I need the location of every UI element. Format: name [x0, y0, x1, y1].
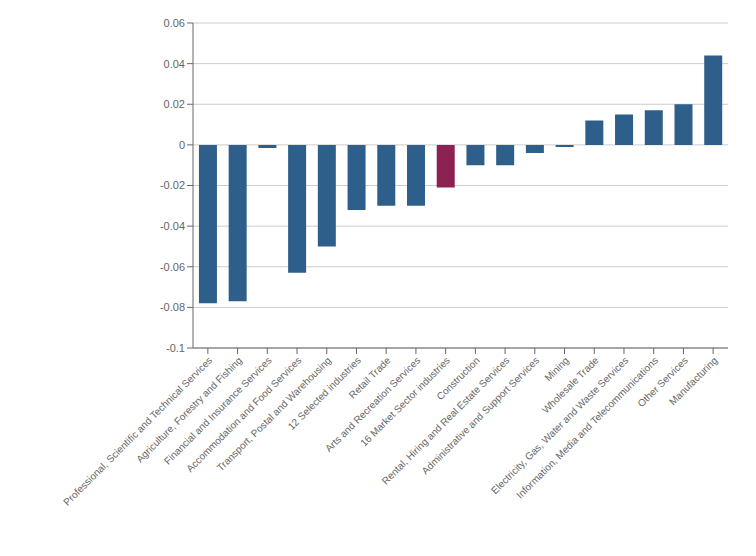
svg-text:Transport, Postal and Warehous: Transport, Postal and Warehousing — [215, 355, 333, 473]
svg-text:0: 0 — [179, 139, 185, 151]
svg-text:-0.1: -0.1 — [166, 342, 185, 354]
svg-text:-0.02: -0.02 — [160, 179, 185, 191]
svg-text:Other Services: Other Services — [635, 355, 690, 410]
svg-text:16 Market Sector industries: 16 Market Sector industries — [358, 354, 453, 449]
svg-text:0.06: 0.06 — [164, 17, 185, 29]
svg-text:-0.04: -0.04 — [160, 220, 185, 232]
svg-text:Information, Media and Telecom: Information, Media and Telecommunication… — [514, 355, 660, 501]
svg-text:Electricity, Gas, Water and Wa: Electricity, Gas, Water and Waste Servic… — [489, 355, 631, 497]
svg-text:Agriculture, Forestry and Fish: Agriculture, Forestry and Fishing — [134, 355, 244, 465]
svg-text:Professional, Scientific and T: Professional, Scientific and Technical S… — [61, 354, 215, 508]
svg-text:Rental, Hiring and Real Estate: Rental, Hiring and Real Estate Services — [380, 355, 512, 487]
svg-text:Arts and Recreation Services: Arts and Recreation Services — [323, 354, 423, 454]
svg-text:12 Selected industries: 12 Selected industries — [285, 354, 363, 432]
svg-text:Mining: Mining — [542, 355, 571, 384]
svg-text:0.02: 0.02 — [164, 98, 185, 110]
svg-text:Accommodation and Food Service: Accommodation and Food Services — [184, 355, 303, 474]
svg-text:Construction: Construction — [434, 354, 482, 403]
svg-text:Manufacturing: Manufacturing — [667, 355, 720, 408]
svg-text:Administrative and Support Ser: Administrative and Support Services — [419, 354, 542, 477]
svg-text:0.04: 0.04 — [164, 58, 185, 70]
svg-text:Financial and Insurance Servic: Financial and Insurance Services — [162, 355, 274, 467]
svg-text:-0.08: -0.08 — [160, 301, 185, 313]
svg-text:Wholesale Trade: Wholesale Trade — [539, 354, 601, 416]
svg-text:Retail Trade: Retail Trade — [346, 354, 393, 401]
svg-text:-0.06: -0.06 — [160, 261, 185, 273]
